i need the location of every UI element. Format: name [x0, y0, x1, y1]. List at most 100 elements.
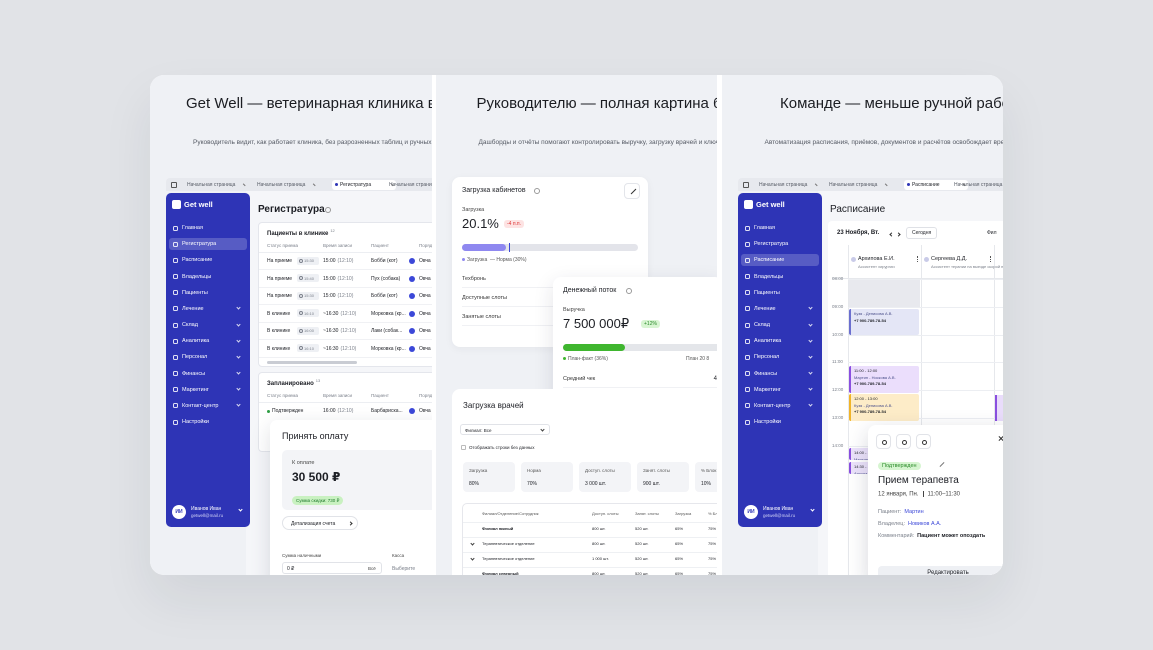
header-line	[832, 278, 1003, 279]
menu-icon	[173, 290, 178, 296]
clock-icon	[299, 258, 303, 263]
doctors-card: Загрузка врачей Филиал: Все Отображать стр…	[452, 389, 717, 575]
time-label: 14:00	[832, 442, 844, 448]
menu-chevron	[236, 402, 241, 407]
tab: Расписание	[904, 179, 968, 190]
menu-icon	[173, 306, 178, 312]
patient: Морковка (кр...	[371, 345, 406, 352]
separator	[922, 491, 924, 497]
menu-label: Пациенты	[182, 289, 208, 296]
time-recorded: (12:10)	[337, 275, 354, 282]
cell: 75%	[708, 541, 717, 546]
status: В клинике	[267, 345, 291, 352]
time-recorded: (12:10)	[337, 408, 354, 414]
info-icon	[626, 288, 632, 294]
stat-label: Занят. слоты	[643, 468, 670, 473]
menu-chevron	[236, 338, 241, 343]
time: ~16:30 (12:10)	[323, 310, 357, 317]
edit-icon	[939, 462, 945, 467]
time-label: 10:00	[832, 331, 844, 337]
popup-time: 11:00–11:30	[927, 491, 960, 498]
doctor-menu	[917, 256, 918, 262]
doctor-name: Архипова Е.И.	[858, 256, 895, 262]
date-label: 23 Ноября, Вт.	[837, 230, 880, 236]
hour-line	[848, 418, 1003, 419]
menu-label: Аналитика	[182, 338, 210, 345]
popup-field: Владелец: Новиков А.А.	[878, 521, 942, 527]
menu-item: Аналитика	[169, 335, 247, 347]
column-divider	[848, 245, 849, 575]
check-icon	[409, 310, 415, 317]
menu-label: Лечение	[754, 305, 776, 312]
patient: Лаки (собак...	[371, 328, 403, 334]
delta-pill: +12%	[641, 320, 660, 328]
register-label: Касса	[392, 553, 405, 558]
menu-icon	[745, 241, 750, 247]
tab-label: Расписание	[912, 181, 940, 188]
menu-icon	[745, 387, 750, 393]
clock-icon	[299, 293, 303, 298]
due-amount: 30 500 ₽	[292, 470, 341, 484]
time-recorded: (12:10)	[340, 345, 357, 352]
row-line	[259, 339, 432, 340]
row-chevron	[470, 555, 475, 561]
column-divider	[921, 245, 922, 575]
scrollbar	[267, 361, 357, 364]
user-name: Иванов Иван	[191, 506, 222, 512]
menu-item: Настройки	[169, 416, 247, 428]
row-line	[462, 325, 638, 326]
progress-track	[462, 244, 638, 251]
stat-box: % Блок 10%	[695, 462, 717, 492]
row-line	[463, 522, 717, 523]
doctor-role: Ассистент терапии на выезде скорой помощ…	[931, 264, 1003, 269]
time: 16:00 (12:10)	[323, 408, 354, 414]
column-header: Поряд	[419, 393, 432, 398]
check-icon	[409, 345, 415, 352]
event-text: Аякода	[854, 470, 868, 475]
menu-icon	[745, 306, 750, 312]
icon-glyph	[901, 439, 907, 445]
user-avatar: ИИ	[744, 505, 758, 519]
row-line	[259, 269, 432, 270]
cell: 800 шт.	[592, 571, 606, 575]
stat-value: 80%	[469, 481, 480, 487]
patient: Морковка (кр...	[371, 310, 406, 317]
menu-item: Контакт-центр	[741, 400, 819, 412]
clock-icon	[299, 311, 303, 315]
event-text: Мартин	[854, 456, 869, 461]
wait-pill: 15:30	[297, 291, 319, 300]
menu-label: Склад	[754, 322, 770, 329]
menu-item: Лечение	[741, 303, 819, 315]
column-header: Статус приема	[267, 393, 299, 398]
cash-value: 0 ₽	[287, 566, 295, 572]
menu-chevron	[236, 370, 241, 375]
menu-icon	[745, 290, 750, 296]
doctor-menu	[990, 256, 991, 262]
row-label: Средний чек	[563, 376, 596, 382]
norm-marker	[509, 243, 511, 252]
clock-icon	[299, 276, 303, 280]
tab: Начальная страница	[951, 180, 1003, 190]
metric-label: Загрузка	[462, 207, 485, 213]
row-line	[462, 306, 638, 307]
row-line	[259, 356, 432, 358]
wait-pill: 15:30	[297, 256, 319, 265]
cell: 1 000 шт.	[592, 556, 609, 561]
menu-label: Настройки	[754, 419, 781, 426]
event-time: 14:00 - 15:00	[854, 450, 878, 455]
menu-label: Главная	[182, 225, 203, 231]
row-label: Доступные слоты	[462, 295, 507, 301]
stat-box: Загрузка 80%	[463, 462, 515, 492]
menu-item: Лечение	[169, 303, 247, 315]
status: На приеме	[267, 258, 293, 264]
logo-icon	[744, 200, 753, 209]
menu-chevron	[808, 338, 813, 343]
checkbox	[461, 445, 466, 450]
field-value: Пациент может опоздать	[917, 533, 986, 539]
menu-chevron	[236, 305, 241, 310]
check-icon	[409, 408, 415, 414]
event-phone: +7 900-789-78-54	[854, 317, 886, 323]
wait-pill: 16:10	[297, 309, 319, 317]
menu-item: Владельцы	[169, 271, 247, 283]
